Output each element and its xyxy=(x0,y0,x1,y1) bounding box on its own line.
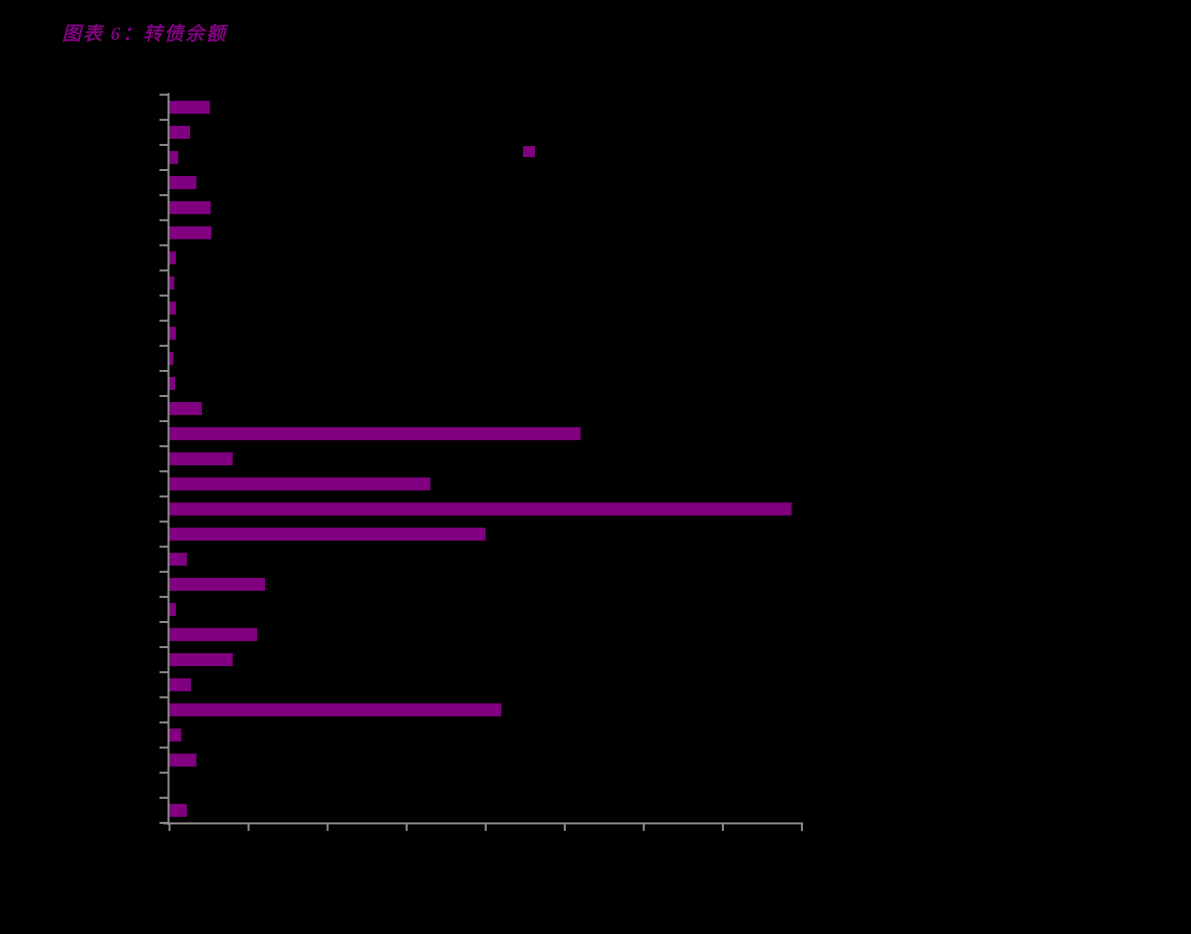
y-axis-tick xyxy=(159,595,168,598)
x-axis-tick xyxy=(326,823,329,831)
y-axis-tick xyxy=(159,219,168,222)
bar-row-12 xyxy=(169,376,176,390)
bar-row-21 xyxy=(169,602,176,616)
bar-row-8 xyxy=(169,276,175,290)
bar-row-26 xyxy=(169,728,182,742)
y-axis-tick xyxy=(159,495,168,498)
y-axis-tick xyxy=(159,771,168,774)
y-axis-tick xyxy=(159,821,168,824)
x-axis-tick xyxy=(484,823,487,831)
bars-layer xyxy=(169,100,792,817)
bar-row-10 xyxy=(169,326,176,340)
y-axis-tick xyxy=(159,244,168,247)
y-axis-tick xyxy=(159,369,168,372)
bar-row-20 xyxy=(169,577,266,591)
y-axis-tick xyxy=(159,118,168,121)
x-axis-line xyxy=(163,822,803,825)
y-axis-line xyxy=(167,93,170,825)
bar-row-11 xyxy=(169,351,174,365)
bar-row-29 xyxy=(169,803,187,817)
x-axis-tick xyxy=(800,823,803,831)
x-axis-tick xyxy=(405,823,408,831)
y-axis-tick xyxy=(159,796,168,799)
y-axis-tick xyxy=(159,319,168,322)
y-axis-tick xyxy=(159,395,168,398)
bar-row-7 xyxy=(169,251,176,265)
bar-row-15 xyxy=(169,452,233,466)
y-axis-tick xyxy=(159,143,168,146)
y-axis-tick xyxy=(159,621,168,624)
bar-row-16 xyxy=(169,477,431,491)
bar-row-19 xyxy=(169,552,187,566)
x-axis-tick xyxy=(168,823,171,831)
axes-layer xyxy=(159,93,803,831)
y-axis-tick xyxy=(159,194,168,197)
legend-layer xyxy=(523,146,535,157)
y-axis-tick xyxy=(159,671,168,674)
bar-row-24 xyxy=(169,678,191,692)
y-axis-tick xyxy=(159,545,168,548)
x-axis-tick xyxy=(563,823,566,831)
bar-row-25 xyxy=(169,703,502,717)
y-axis-tick xyxy=(159,696,168,699)
bar-row-23 xyxy=(169,653,233,667)
bar-row-3 xyxy=(169,150,179,164)
bar-row-1 xyxy=(169,100,210,114)
y-axis-tick xyxy=(159,169,168,172)
bar-row-17 xyxy=(169,502,792,516)
bar-row-27 xyxy=(169,753,197,767)
y-axis-tick xyxy=(159,470,168,473)
y-axis-tick xyxy=(159,420,168,423)
bar-row-18 xyxy=(169,527,486,541)
bar-row-5 xyxy=(169,201,211,215)
y-axis-tick xyxy=(159,570,168,573)
bar-row-13 xyxy=(169,402,202,416)
chart-title: 图表 6：转债余额 xyxy=(62,24,228,45)
bar-row-4 xyxy=(169,176,197,190)
y-axis-tick xyxy=(159,445,168,448)
y-axis-tick xyxy=(159,721,168,724)
bar-row-14 xyxy=(169,427,581,441)
bar-row-2 xyxy=(169,125,191,139)
legend-swatch xyxy=(523,146,535,157)
x-axis-tick xyxy=(642,823,645,831)
x-axis-tick xyxy=(247,823,250,831)
y-axis-tick xyxy=(159,646,168,649)
y-axis-tick xyxy=(159,746,168,749)
y-axis-tick xyxy=(159,520,168,523)
y-axis-tick xyxy=(159,269,168,272)
bar-row-22 xyxy=(169,628,258,642)
y-axis-tick xyxy=(159,294,168,297)
bar-row-9 xyxy=(169,301,176,315)
bar-row-6 xyxy=(169,226,212,240)
y-axis-tick xyxy=(159,344,168,347)
x-axis-tick xyxy=(721,823,724,831)
y-axis-tick xyxy=(159,93,168,96)
